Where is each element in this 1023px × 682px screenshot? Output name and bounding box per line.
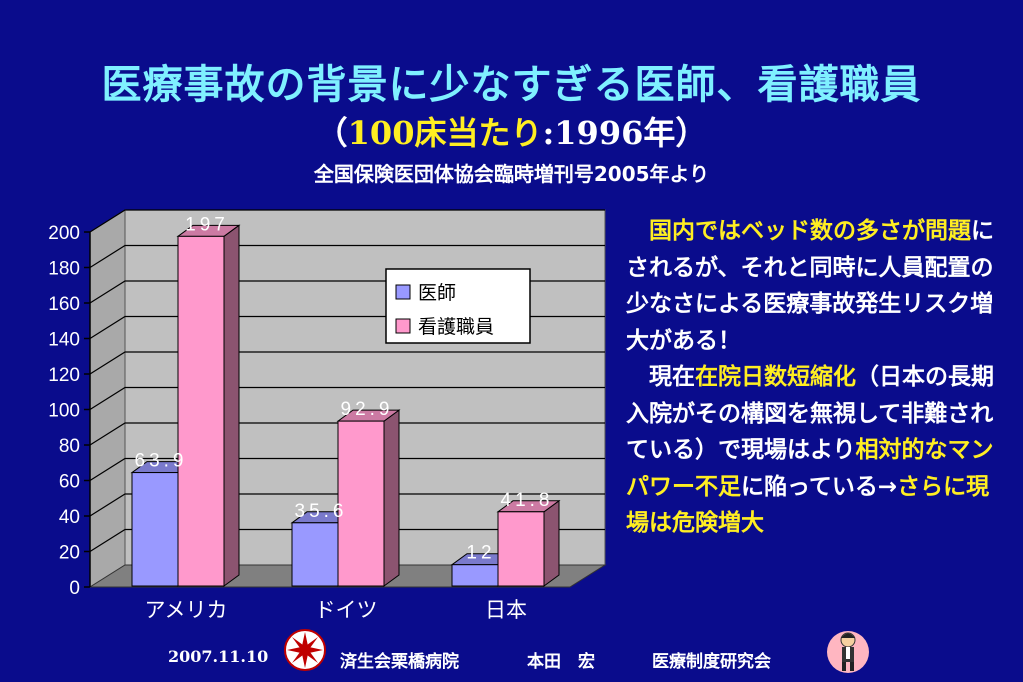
bar bbox=[291, 522, 339, 587]
y-tick-label: 200 bbox=[48, 223, 80, 244]
source-note: 全国保険医団体協会臨時増刊号2005年より bbox=[313, 162, 710, 186]
bar-chart: 0 20 40 60 80 100 120 140 160 180 200 アメリカ 63.9 197 ド… bbox=[48, 209, 607, 622]
gridline bbox=[89, 528, 605, 553]
bar bbox=[497, 511, 545, 587]
footer-organization: 医療制度研究会 bbox=[652, 652, 771, 672]
y-tick-label: 20 bbox=[59, 543, 80, 564]
footer-hospital: 済生会栗橋病院 bbox=[340, 652, 459, 672]
y-tick-label: 60 bbox=[59, 472, 80, 493]
gridline bbox=[89, 422, 605, 446]
bar-side bbox=[543, 499, 560, 587]
legend-entry: 医師 bbox=[418, 282, 456, 304]
explanation-paragraph-1: 国内ではベッド数の多さが問題にされるが、それと同時に人員配置の少なさによる医療事… bbox=[626, 218, 994, 354]
x-category-label: ドイツ bbox=[315, 598, 378, 622]
x-category-label: 日本 bbox=[485, 598, 527, 622]
x-category-label: アメリカ bbox=[145, 598, 228, 622]
data-label: 12 bbox=[466, 543, 495, 564]
bar-side bbox=[383, 409, 400, 587]
y-tick-label: 40 bbox=[59, 507, 80, 528]
footer-person: 本田 宏 bbox=[527, 652, 595, 672]
bar bbox=[451, 564, 499, 587]
gridline bbox=[89, 244, 605, 269]
data-label: 35.6 bbox=[295, 501, 348, 522]
legend-swatch bbox=[395, 284, 411, 300]
gridline bbox=[89, 457, 605, 482]
gridline bbox=[89, 386, 605, 411]
y-tick-label: 80 bbox=[59, 436, 80, 457]
y-tick-label: 100 bbox=[48, 401, 80, 422]
data-label: 197 bbox=[185, 214, 229, 235]
explanation-text: 国内ではベッド数の多さが問題にされるが、それと同時に人員配置の少なさによる医療事… bbox=[626, 213, 998, 542]
y-tick-label: 160 bbox=[48, 294, 80, 315]
y-tick-label: 180 bbox=[48, 259, 80, 280]
cartoon-person-icon bbox=[827, 631, 869, 673]
legend-swatch bbox=[395, 318, 411, 334]
gridline bbox=[89, 209, 605, 233]
y-tick-label: 120 bbox=[48, 365, 80, 386]
legend-entry: 看護職員 bbox=[418, 316, 494, 338]
hospital-logo-icon bbox=[284, 629, 326, 671]
bar-side bbox=[223, 224, 240, 587]
gridline bbox=[89, 493, 605, 517]
data-label: 92.9 bbox=[341, 399, 394, 420]
y-tick-label: 0 bbox=[69, 578, 80, 599]
page-subtitle: （100床当たり:1996年） bbox=[315, 114, 708, 152]
data-label: 41.8 bbox=[501, 490, 554, 511]
footer-date: 2007.11.10 bbox=[168, 647, 269, 666]
explanation-paragraph-2: 現在在院日数短縮化（日本の長期入院がその構図を無視して非難されている）で現場はよ… bbox=[626, 364, 994, 536]
bar bbox=[177, 235, 225, 587]
bar bbox=[131, 472, 179, 587]
page-title: 医療事故の背景に少なすぎる医師、看護職員 bbox=[101, 62, 922, 108]
y-tick-label: 140 bbox=[48, 330, 80, 351]
gridline bbox=[89, 351, 605, 375]
data-label: 63.9 bbox=[135, 451, 188, 472]
bar bbox=[337, 420, 385, 587]
